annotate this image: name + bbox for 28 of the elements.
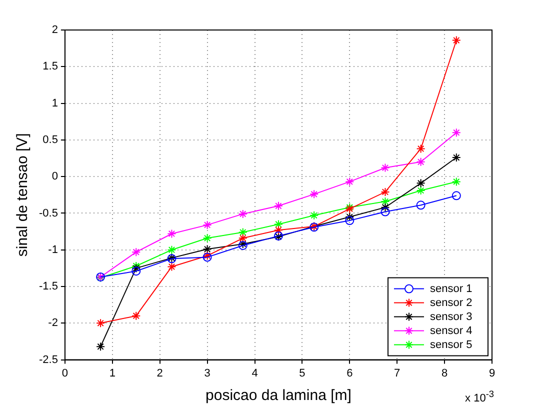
x-tick-label: 1 <box>109 367 116 380</box>
x-tick-label: 9 <box>488 367 496 380</box>
y-tick-label: 1.5 <box>42 60 58 73</box>
text: x 10$^{-3}$ <box>465 389 494 405</box>
x-tick-label: 2 <box>156 367 163 380</box>
y-tick-label: 2 <box>52 24 58 36</box>
x-tick-label: 8 <box>441 367 448 380</box>
y-tick-label: 1 <box>52 97 58 110</box>
x-tick-label: 0 <box>62 367 68 380</box>
x-tick-label: 6 <box>346 367 353 380</box>
y-tick-label: -1.5 <box>38 280 58 293</box>
legend-label: sensor 2 <box>430 296 472 309</box>
x-tick-label: 3 <box>204 367 210 380</box>
legend-label: sensor 5 <box>430 338 472 351</box>
x-tick-label: 4 <box>252 367 258 380</box>
y-tick-label: -2 <box>48 317 58 330</box>
legend-label: sensor 4 <box>430 324 472 337</box>
y-tick-label: 0.5 <box>42 134 58 146</box>
y-tick-label: -0.5 <box>38 207 58 220</box>
y-tick-label: 0 <box>52 170 58 183</box>
legend-label: sensor 3 <box>430 310 472 323</box>
y-axis-title: sinal de tensao [V] <box>14 133 32 257</box>
legend-label: sensor 1 <box>430 282 472 295</box>
y-tick-label: -2.5 <box>38 354 58 366</box>
y-tick-label: -1 <box>48 244 58 256</box>
x-axis-title: posicao da lamina [m] <box>206 387 352 404</box>
x-tick-label: 7 <box>394 367 400 380</box>
x-tick-label: 5 <box>299 367 306 380</box>
